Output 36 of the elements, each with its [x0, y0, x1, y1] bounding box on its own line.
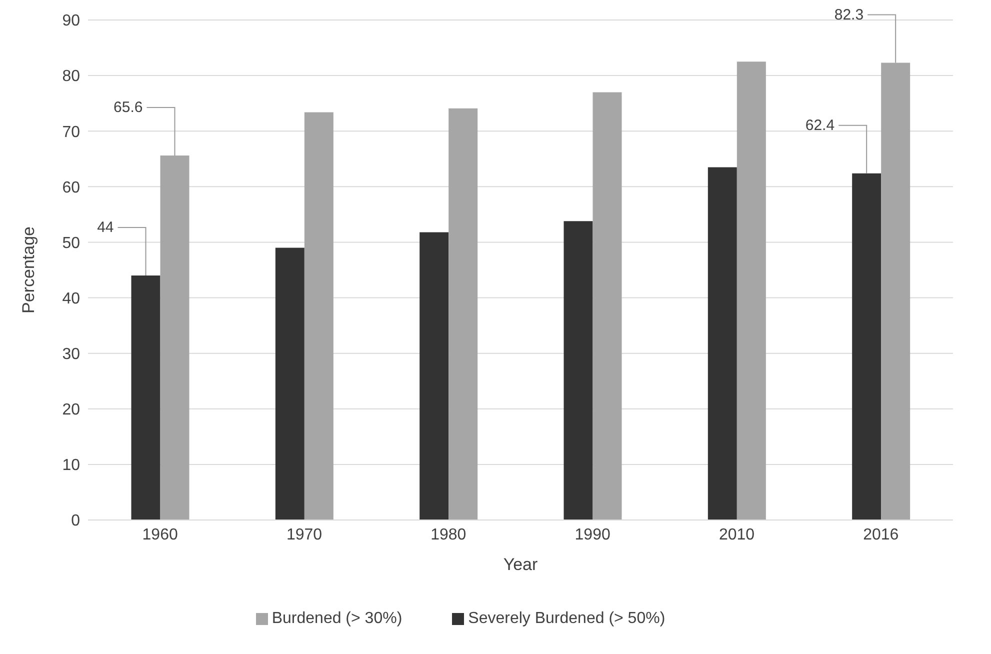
bar	[420, 232, 449, 520]
x-axis-title: Year	[503, 555, 538, 574]
bar	[708, 167, 737, 520]
bar	[852, 173, 882, 520]
bar	[160, 156, 190, 520]
data-label: 44	[97, 219, 114, 236]
y-tick-label: 0	[71, 512, 80, 530]
bar	[448, 108, 478, 520]
y-tick-label: 10	[62, 457, 80, 474]
x-tick-label: 2010	[718, 526, 755, 544]
bar	[275, 248, 304, 520]
bar	[592, 92, 622, 520]
y-axis-title: Percentage	[19, 226, 38, 314]
y-tick-label: 30	[62, 346, 80, 364]
data-label: 62.4	[805, 116, 835, 134]
x-tick-label: 1990	[574, 526, 610, 544]
data-label: 65.6	[114, 99, 143, 116]
bar	[736, 62, 766, 520]
x-tick-label: 2016	[863, 526, 899, 544]
bar	[881, 62, 910, 520]
data-label: 82.3	[834, 6, 864, 24]
x-tick-label: 1970	[286, 526, 322, 544]
y-tick-label: 40	[62, 290, 80, 308]
y-tick-label: 80	[62, 68, 80, 86]
bar	[131, 276, 160, 520]
x-tick-label: 1960	[142, 526, 178, 544]
legend-label: Burdened (> 30%)	[272, 610, 402, 627]
bar	[564, 221, 593, 520]
y-tick-label: 20	[62, 402, 80, 419]
y-tick-label: 60	[62, 179, 80, 196]
bar	[304, 112, 334, 520]
y-tick-label: 90	[62, 12, 80, 30]
legend-label: Severely Burdened (> 50%)	[468, 610, 666, 627]
y-tick-label: 50	[62, 234, 80, 252]
x-tick-label: 1980	[430, 526, 466, 544]
y-tick-label: 70	[62, 124, 80, 141]
